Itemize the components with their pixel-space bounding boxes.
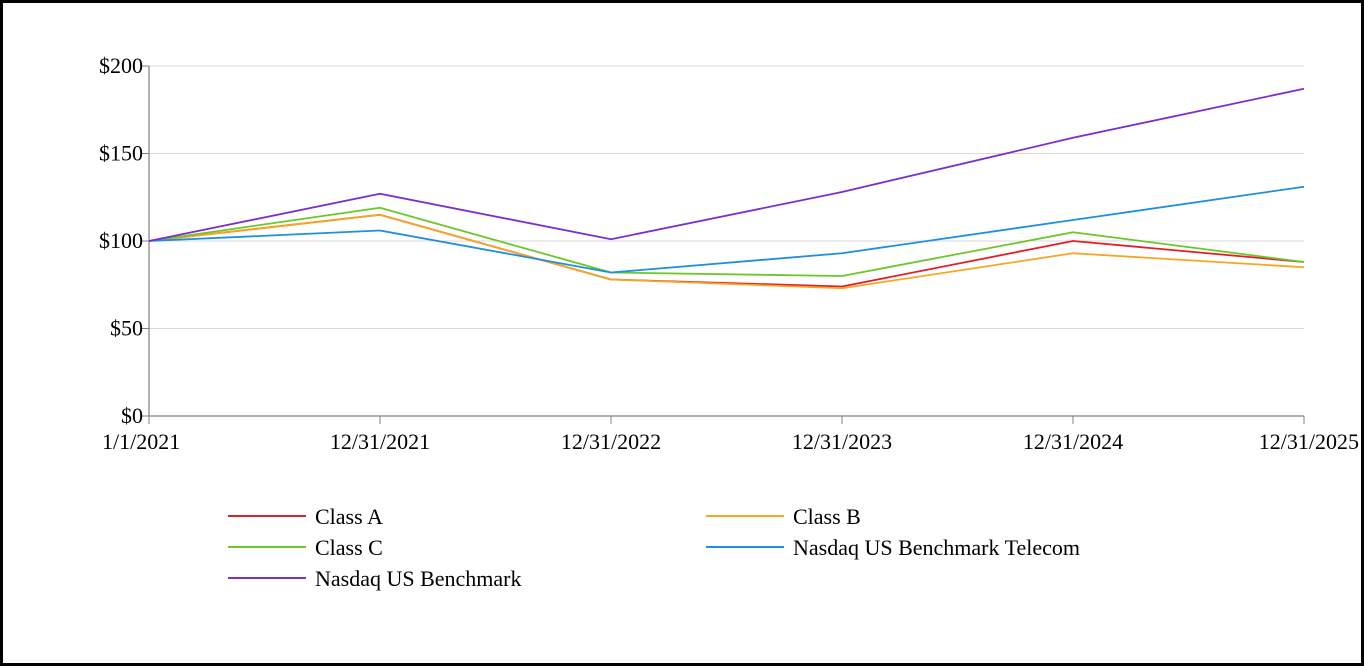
legend-item: Class C (228, 535, 383, 560)
x-tick-label: 12/31/2021 (330, 429, 430, 454)
legend-item: Class B (706, 504, 861, 529)
legend-label: Nasdaq US Benchmark Telecom (793, 535, 1080, 560)
legend-label: Class C (315, 535, 383, 560)
legend-item: Class A (228, 504, 383, 529)
series-line-class-c (149, 208, 1304, 276)
x-tick-label: 12/31/2022 (561, 429, 661, 454)
x-tick-label: 12/31/2024 (1023, 429, 1123, 454)
y-tick-label: $0 (121, 403, 143, 428)
legend-label: Nasdaq US Benchmark (315, 566, 522, 591)
line-chart: $0 $50 $100 $150 $200 1/1/2021 12/31/2021 12/3… (3, 3, 1364, 669)
y-tick-label: $50 (110, 316, 143, 341)
series-line-nasdaq-us-benchmark-telecom (149, 187, 1304, 273)
legend-label: Class A (315, 504, 383, 529)
x-tick-label: 12/31/2025 (1259, 429, 1359, 454)
legend-item: Nasdaq US Benchmark Telecom (706, 535, 1080, 560)
y-tick-label: $100 (99, 228, 143, 253)
y-axis-ticks: $0 $50 $100 $150 $200 (99, 53, 149, 428)
x-axis-ticks: 1/1/2021 12/31/2021 12/31/2022 12/31/2023 12… (102, 416, 1359, 454)
x-tick-label: 12/31/2023 (792, 429, 892, 454)
legend-label: Class B (793, 504, 861, 529)
x-tick-label: 1/1/2021 (102, 429, 180, 454)
series-line-class-a (149, 215, 1304, 287)
y-tick-label: $150 (99, 141, 143, 166)
gridlines (149, 66, 1304, 329)
series-line-class-b (149, 215, 1304, 289)
legend: Class A Class B Class C Nasdaq US Benchmark… (228, 504, 1080, 591)
legend-item: Nasdaq US Benchmark (228, 566, 522, 591)
series-line-nasdaq-us-benchmark (149, 89, 1304, 241)
y-tick-label: $200 (99, 53, 143, 78)
series-lines (149, 89, 1304, 289)
